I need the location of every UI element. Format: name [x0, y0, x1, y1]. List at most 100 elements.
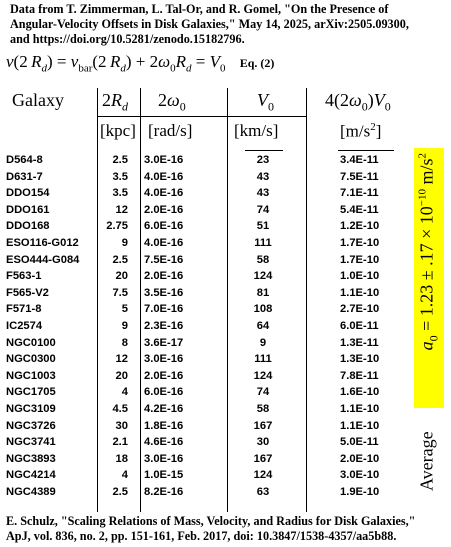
- citation-header: Data from T. Zimmerman, L. Tal-Or, and R…: [10, 2, 450, 47]
- table-divider: [140, 88, 141, 512]
- table-row: F565-V2 7.5 3.5E-16 81 1.1E-10: [0, 285, 420, 302]
- cell-v0: 167: [253, 419, 273, 432]
- cell-rd: 5: [121, 303, 128, 316]
- cell-acc: 1.3E-10: [340, 353, 380, 366]
- table-row: NGC3741 2.1 4.6E-16 30 5.0E-11: [0, 434, 420, 451]
- cell-v0: 63: [256, 486, 270, 498]
- average-highlight: [414, 148, 444, 408]
- cell-acc: 3.4E-11: [340, 154, 379, 166]
- column-header-galaxy: Galaxy: [12, 90, 64, 110]
- cell-v0: 23: [256, 154, 270, 166]
- cell-w0: 4.0E-16: [144, 170, 184, 183]
- footer-line-2: ApJ, vol. 836, no. 2, pp. 151-161, Feb. …: [6, 529, 397, 543]
- cell-acc: 7.5E-11: [340, 170, 379, 183]
- table-row: ESO444-G084 2.5 7.5E-16 58 1.7E-10: [0, 252, 420, 269]
- cell-w0: 2.0E-16: [144, 203, 184, 216]
- equation-formula: v(2 Rd) = vbar(2 Rd) + 2ω0Rd = V0: [6, 52, 226, 75]
- cell-v0: 43: [256, 187, 270, 200]
- cell-rd: 4.5: [112, 403, 128, 415]
- table-row: NGC1003 20 2.0E-16 124 7.8E-11: [0, 368, 420, 385]
- cell-galaxy: NGC4214: [6, 469, 56, 482]
- cell-v0: 111: [254, 353, 272, 366]
- citation-line-2: Angular-Velocity Offsets in Disk Galaxie…: [10, 17, 409, 31]
- footer-line-1: E. Schulz, "Scaling Relations of Mass, V…: [6, 514, 416, 528]
- cell-rd: 20: [115, 270, 128, 283]
- unit-w0: [rad/s]: [148, 121, 193, 140]
- cell-rd: 2.75: [106, 220, 128, 233]
- equation-tag: Eq. (2): [239, 56, 275, 70]
- cell-rd: 2.5: [112, 154, 128, 166]
- cell-galaxy: ESO116-G012: [6, 237, 79, 249]
- cell-w0: 2.0E-16: [144, 369, 184, 382]
- table-row: NGC4214 4 1.0E-15 124 3.0E-10: [0, 467, 420, 484]
- column-header-acc: 4(2ω0)V0: [325, 90, 391, 114]
- cell-galaxy: NGC4389: [6, 486, 56, 498]
- cell-v0: 58: [256, 403, 270, 415]
- cell-rd: 2.5: [112, 253, 128, 266]
- cell-rd: 2.1: [112, 436, 128, 449]
- cell-rd: 8: [121, 336, 128, 349]
- cell-galaxy: NGC3741: [6, 436, 56, 449]
- table-divider: [97, 116, 307, 117]
- cell-acc: 3.0E-10: [340, 469, 380, 482]
- table-row: IC2574 9 2.3E-16 64 6.0E-11: [0, 318, 420, 335]
- cell-w0: 3.0E-16: [144, 353, 184, 366]
- table-divider: [338, 150, 394, 151]
- cell-galaxy: F571-8: [6, 303, 42, 316]
- cell-acc: 6.0E-11: [340, 320, 379, 332]
- cell-v0: 64: [256, 320, 270, 332]
- table-row: NGC3726 30 1.8E-16 167 1.1E-10: [0, 418, 420, 435]
- cell-acc: 1.1E-10: [340, 403, 380, 415]
- cell-w0: 2.0E-16: [144, 270, 184, 283]
- cell-acc: 7.8E-11: [340, 369, 379, 382]
- cell-rd: 12: [115, 203, 128, 216]
- table-row: NGC4389 2.5 8.2E-16 63 1.9E-10: [0, 484, 420, 501]
- cell-galaxy: F565-V2: [6, 286, 49, 299]
- unit-acc: [m/s2]: [340, 121, 382, 141]
- cell-rd: 7.5: [112, 286, 128, 299]
- cell-acc: 1.1E-10: [340, 286, 380, 299]
- cell-v0: 124: [253, 270, 273, 283]
- cell-v0: 81: [256, 286, 270, 299]
- table-row: D631-7 3.5 4.0E-16 43 7.5E-11: [0, 169, 420, 186]
- cell-v0: 108: [253, 303, 273, 316]
- cell-w0: 4.6E-16: [144, 436, 184, 449]
- cell-galaxy: D631-7: [6, 170, 43, 183]
- cell-galaxy: F563-1: [6, 270, 42, 283]
- table-row: DDO168 2.75 6.0E-16 51 1.2E-10: [0, 218, 420, 235]
- cell-acc: 1.2E-10: [340, 220, 380, 233]
- cell-acc: 1.6E-10: [340, 386, 380, 399]
- cell-acc: 7.1E-11: [340, 187, 379, 200]
- cell-rd: 12: [115, 353, 128, 366]
- cell-rd: 4: [121, 469, 128, 482]
- cell-w0: 4.0E-16: [144, 187, 184, 200]
- cell-acc: 1.1E-10: [340, 419, 380, 432]
- column-header-w0: 2ω0: [158, 90, 186, 114]
- cell-rd: 3.5: [112, 170, 128, 183]
- average-word: Average: [416, 431, 437, 492]
- table-row: F563-1 20 2.0E-16 124 1.0E-10: [0, 268, 420, 285]
- table-row: D564-8 2.5 3.0E-16 23 3.4E-11: [0, 152, 420, 169]
- cell-rd: 9: [121, 320, 128, 332]
- table-row: ESO116-G012 9 4.0E-16 111 1.7E-10: [0, 235, 420, 252]
- cell-w0: 1.8E-16: [144, 419, 184, 432]
- cell-w0: 4.0E-16: [144, 237, 184, 249]
- table-divider: [97, 88, 98, 512]
- cell-galaxy: NGC1003: [6, 369, 56, 382]
- cell-galaxy: NGC3893: [6, 452, 56, 465]
- equation: v(2 Rd) = vbar(2 Rd) + 2ω0Rd = V0 Eq. (2…: [6, 52, 274, 74]
- table-row: NGC3109 4.5 4.2E-16 58 1.1E-10: [0, 401, 420, 418]
- citation-line-1: Data from T. Zimmerman, L. Tal-Or, and R…: [10, 2, 389, 16]
- cell-galaxy: DDO161: [6, 203, 50, 216]
- cell-acc: 1.9E-10: [340, 486, 380, 498]
- citation-line-3: and https://doi.org/10.5281/zenodo.15182…: [10, 32, 245, 46]
- cell-rd: 2.5: [112, 486, 128, 498]
- cell-galaxy: D564-8: [6, 154, 43, 166]
- cell-rd: 20: [115, 369, 128, 382]
- cell-w0: 3.5E-16: [144, 286, 184, 299]
- cell-galaxy: DDO168: [6, 220, 50, 233]
- table-divider: [227, 88, 228, 512]
- table-row: NGC3893 18 3.0E-16 167 2.0E-10: [0, 451, 420, 468]
- cell-v0: 74: [256, 203, 270, 216]
- cell-w0: 1.0E-15: [144, 469, 184, 482]
